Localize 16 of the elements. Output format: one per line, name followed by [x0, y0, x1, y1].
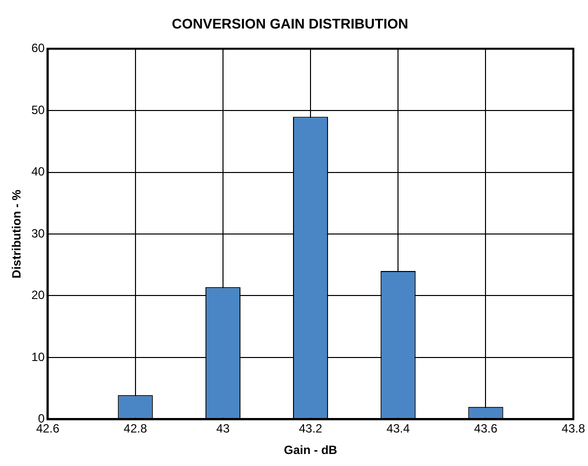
x-tick-label: 43.4: [386, 422, 410, 436]
x-tick-label: 42.6: [36, 422, 60, 436]
chart-title: CONVERSION GAIN DISTRIBUTION: [172, 15, 408, 32]
x-tick-label: 43.8: [562, 422, 586, 436]
y-axis-title: Distribution - %: [10, 189, 24, 278]
x-tick-label: 43: [216, 422, 230, 436]
y-tick-label: 20: [31, 288, 46, 302]
y-tick-label: 10: [31, 350, 46, 364]
y-tick-label: 40: [31, 164, 46, 179]
y-tick-label: 60: [31, 41, 46, 56]
y-tick-label: 50: [31, 102, 46, 117]
x-tick-label: 42.8: [124, 422, 148, 436]
x-axis-title: Gain - dB: [284, 443, 338, 458]
x-tick-label: 43.6: [474, 422, 498, 436]
x-tick-label: 43.2: [298, 422, 323, 436]
y-tick-label: 30: [31, 226, 46, 240]
